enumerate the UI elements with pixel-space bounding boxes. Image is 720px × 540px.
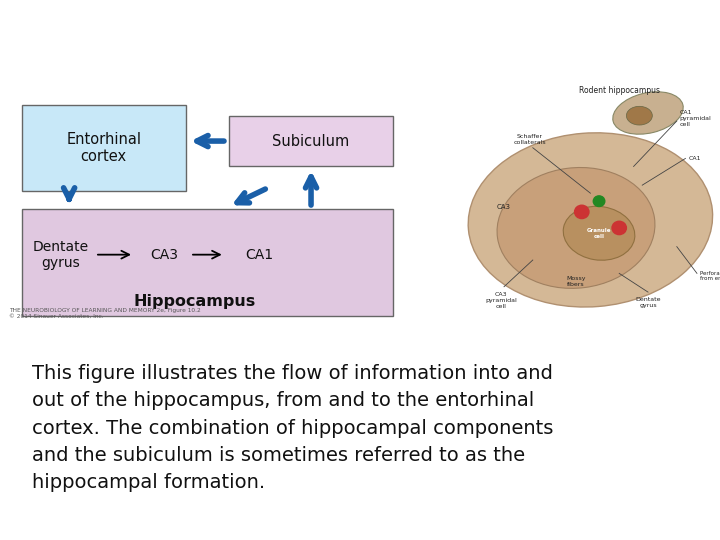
Text: Hippocampus and Returns via the Subiculum: Hippocampus and Returns via the Subiculu… xyxy=(9,46,449,64)
Text: Entorhinal
cortex: Entorhinal cortex xyxy=(66,132,141,164)
Circle shape xyxy=(612,221,626,234)
Text: Granule
cell: Granule cell xyxy=(587,228,611,239)
Text: Mossy
fibers: Mossy fibers xyxy=(566,276,586,287)
Text: Schaffer
collaterals: Schaffer collaterals xyxy=(513,134,546,145)
Text: CA3: CA3 xyxy=(150,248,178,262)
Text: Dentate
gyrus: Dentate gyrus xyxy=(32,240,89,270)
Circle shape xyxy=(575,205,589,219)
Text: Information from the Entorhinal Cortex Flows through the: Information from the Entorhinal Cortex F… xyxy=(9,11,577,29)
Text: CA1: CA1 xyxy=(688,156,701,161)
Circle shape xyxy=(593,196,605,206)
Text: This figure illustrates the flow of information into and
out of the hippocampus,: This figure illustrates the flow of info… xyxy=(32,364,554,492)
Ellipse shape xyxy=(613,92,683,134)
Ellipse shape xyxy=(468,133,713,307)
FancyBboxPatch shape xyxy=(229,116,393,166)
Text: CA3: CA3 xyxy=(497,204,511,210)
Text: CA3
pyramidal
cell: CA3 pyramidal cell xyxy=(485,292,517,309)
Text: Rodent hippocampus: Rodent hippocampus xyxy=(579,86,660,95)
FancyBboxPatch shape xyxy=(22,209,393,316)
Text: Subiculum: Subiculum xyxy=(272,133,350,148)
Text: Perforant p.
from entor.: Perforant p. from entor. xyxy=(700,271,720,281)
Ellipse shape xyxy=(626,106,652,125)
Ellipse shape xyxy=(497,167,655,288)
Ellipse shape xyxy=(563,206,635,260)
Text: THE NEUROBIOLOGY OF LEARNING AND MEMORY 2e, Figure 10.2
© 2014 Sinauer Associate: THE NEUROBIOLOGY OF LEARNING AND MEMORY … xyxy=(9,308,200,319)
Text: CA1: CA1 xyxy=(245,248,274,262)
Text: Hippocampus: Hippocampus xyxy=(133,294,256,309)
Text: Dentate
gyrus: Dentate gyrus xyxy=(635,298,661,308)
FancyBboxPatch shape xyxy=(22,105,186,191)
Text: CA1
pyramidal
cell: CA1 pyramidal cell xyxy=(680,110,711,127)
